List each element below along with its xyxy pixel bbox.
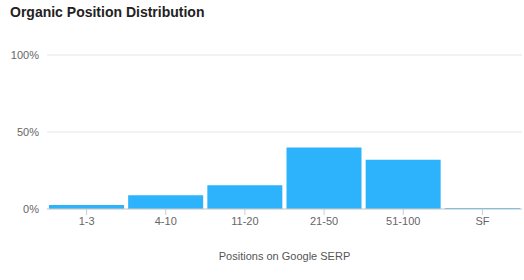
svg-text:1-3: 1-3	[79, 215, 95, 227]
svg-text:0%: 0%	[23, 203, 39, 215]
svg-text:SF: SF	[475, 215, 489, 227]
svg-text:11-20: 11-20	[231, 215, 258, 227]
svg-text:51-100: 51-100	[386, 215, 420, 227]
svg-text:50%: 50%	[17, 126, 39, 138]
html-text:Organic Position Distribution: Organic Position Distribution	[10, 4, 205, 20]
html-text:Positions on Google SERP: Positions on Google SERP	[218, 250, 351, 262]
svg-text:21-50: 21-50	[310, 215, 338, 227]
svg-text:4-10: 4-10	[155, 215, 177, 227]
svg-text:100%: 100%	[11, 49, 39, 61]
